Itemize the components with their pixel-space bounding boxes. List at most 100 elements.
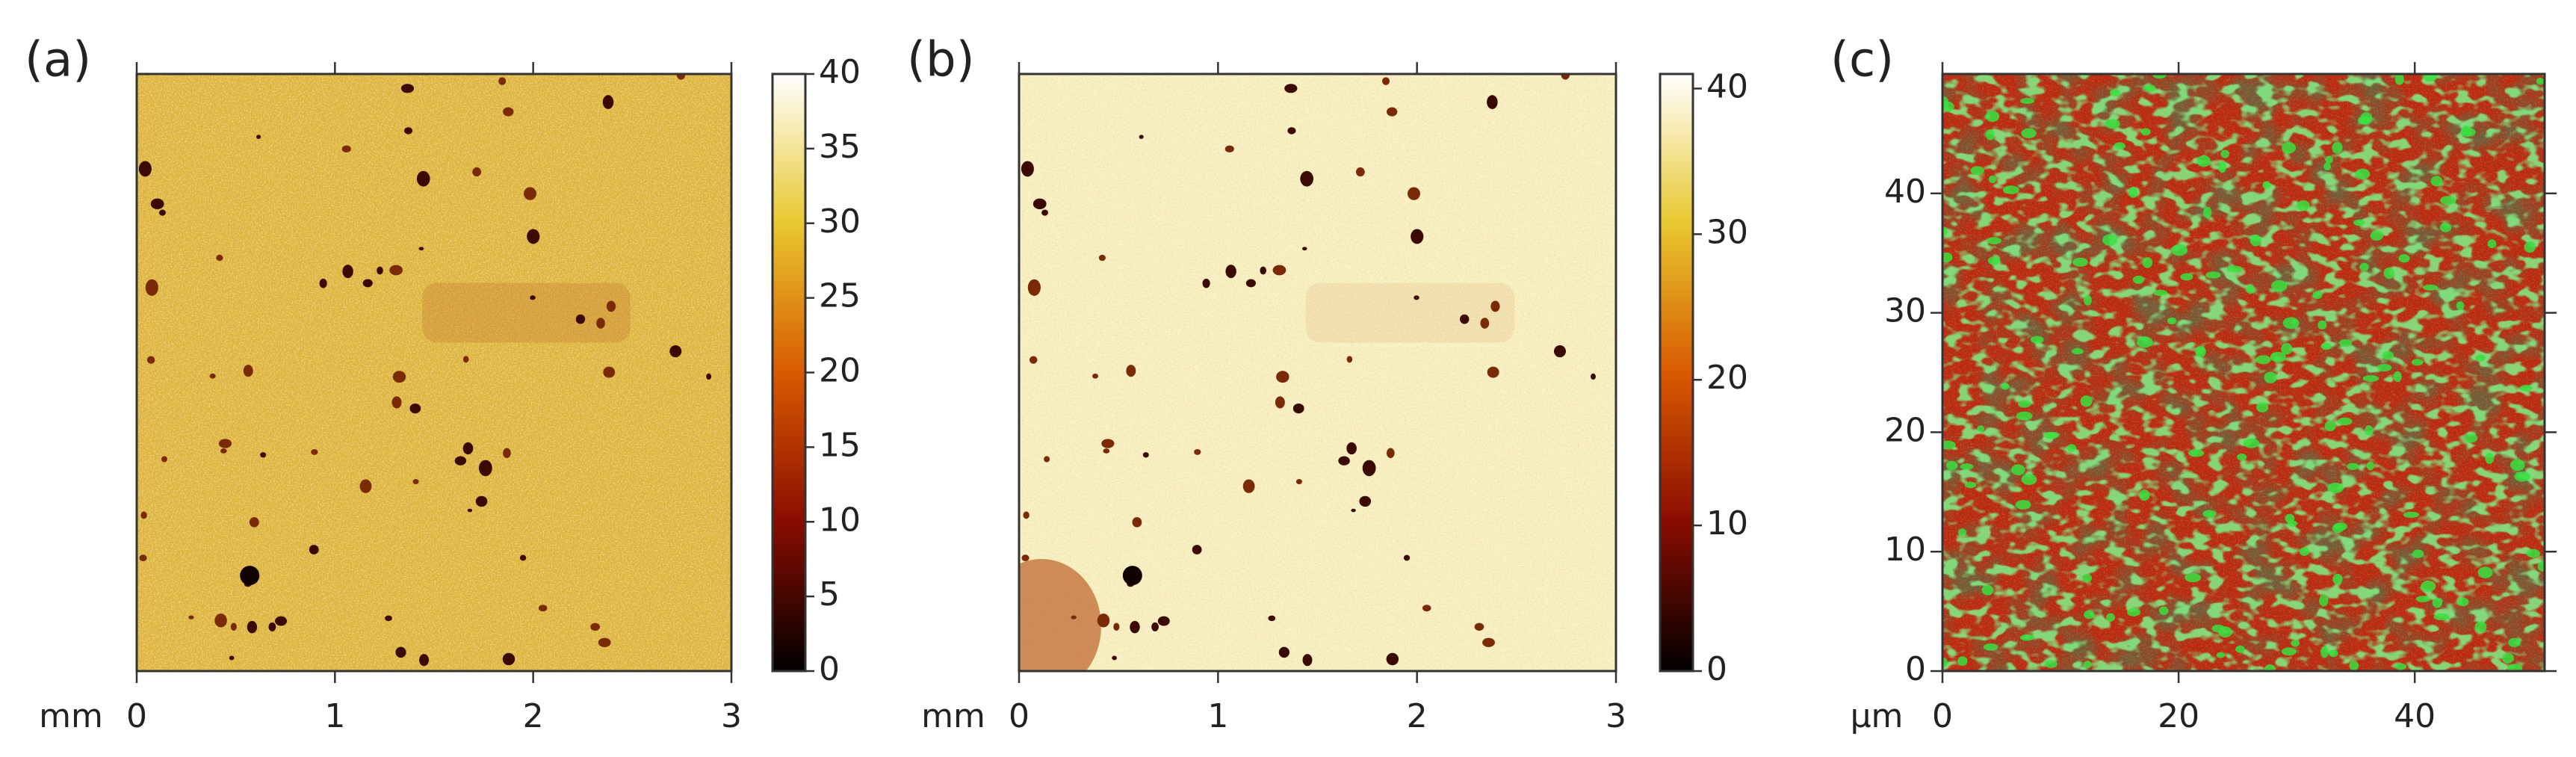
defect-spot xyxy=(188,615,194,619)
green-spot xyxy=(2477,566,2493,578)
green-spot xyxy=(1942,440,1956,450)
green-spot xyxy=(2430,176,2443,187)
green-spot xyxy=(2030,336,2044,344)
defect-spot xyxy=(527,229,540,244)
green-spot xyxy=(2415,596,2430,602)
green-spot xyxy=(2020,98,2034,105)
colorbar-tick-label: 10 xyxy=(819,501,861,539)
colorbar-tick-label: 5 xyxy=(819,575,840,614)
defect-spot xyxy=(462,442,474,455)
green-spot xyxy=(2475,354,2486,362)
green-spot xyxy=(1985,111,2000,123)
defect-spot xyxy=(1386,448,1395,458)
green-spot xyxy=(2066,444,2077,452)
defect-spot xyxy=(1192,545,1202,554)
defect-spot xyxy=(1242,479,1255,493)
green-spot xyxy=(2236,453,2247,461)
green-spot xyxy=(1964,481,1977,489)
colorbar-tick-label: 0 xyxy=(1706,650,1727,688)
defect-spot xyxy=(606,300,616,312)
green-spot xyxy=(2320,342,2332,350)
defect-spot xyxy=(1194,449,1201,455)
defect-spot xyxy=(385,615,392,622)
green-spot xyxy=(2334,522,2347,531)
green-spot xyxy=(2136,336,2153,348)
defect-spot xyxy=(249,517,259,528)
defect-spot xyxy=(1098,254,1106,262)
defect-spot xyxy=(1346,356,1353,363)
panel-label: (b) xyxy=(907,33,975,88)
green-spot xyxy=(2383,267,2395,279)
y-tick-label: 40 xyxy=(1884,173,1926,211)
x-tick-label: 1 xyxy=(324,697,345,735)
green-spot xyxy=(2366,461,2374,471)
defect-spot xyxy=(1351,508,1356,513)
green-spot xyxy=(2324,421,2336,432)
defect-spot xyxy=(1460,314,1470,324)
defect-spot xyxy=(1292,403,1304,414)
defect-spot xyxy=(503,448,511,458)
green-spot xyxy=(2246,285,2255,294)
green-spot xyxy=(2365,424,2374,436)
green-spot xyxy=(2171,244,2188,256)
defect-spot xyxy=(1346,442,1357,455)
defect-spot xyxy=(260,452,267,458)
green-spot xyxy=(2105,613,2115,622)
plot-frame xyxy=(1018,72,1617,673)
defect-spot xyxy=(309,545,319,554)
defect-spot xyxy=(598,637,611,647)
defect-spot xyxy=(1027,279,1041,296)
green-spot xyxy=(2382,350,2394,360)
green-spot xyxy=(2180,273,2193,281)
defect-spot xyxy=(1112,655,1117,661)
defect-spot xyxy=(1023,511,1030,519)
green-spot xyxy=(2519,384,2533,392)
green-spot xyxy=(2264,371,2277,383)
green-spot xyxy=(2282,141,2297,154)
green-spot xyxy=(2195,346,2206,358)
green-spot xyxy=(1957,528,1966,537)
defect-spot xyxy=(1021,554,1030,562)
green-spot xyxy=(2332,573,2343,585)
green-spot xyxy=(2083,661,2092,669)
colorbar-tick-label: 0 xyxy=(819,650,840,688)
green-spot xyxy=(2440,196,2456,206)
green-spot xyxy=(2464,433,2478,443)
green-spot xyxy=(2152,74,2167,79)
green-spot xyxy=(2128,187,2138,198)
y-tick-label: 20 xyxy=(1884,411,1926,449)
green-spot xyxy=(2019,634,2034,641)
defect-spot xyxy=(590,622,600,631)
green-spot xyxy=(2216,652,2226,658)
x-tick-label: 0 xyxy=(126,697,147,735)
panel-label: (c) xyxy=(1830,33,1894,88)
defect-spot xyxy=(706,373,712,380)
colorbar-tick-label: 20 xyxy=(1706,359,1748,397)
green-spot xyxy=(2474,621,2487,633)
x-axis-unit: mm xyxy=(921,697,985,735)
defect-spot xyxy=(1260,266,1266,275)
x-tick-label: 3 xyxy=(1606,697,1626,735)
defect-spot xyxy=(243,365,253,377)
x-tick-label: 40 xyxy=(2394,697,2436,735)
defect-spot xyxy=(230,622,237,631)
defect-spot xyxy=(603,366,616,378)
plot-frame xyxy=(1941,72,2546,673)
green-spot xyxy=(2072,257,2088,267)
defect-spot xyxy=(1245,279,1257,288)
defect-spot xyxy=(1362,460,1376,477)
defect-spot xyxy=(275,616,288,626)
green-spot xyxy=(2524,241,2536,253)
green-spot xyxy=(2196,155,2211,167)
defect-spot xyxy=(596,318,605,329)
green-spot xyxy=(2084,610,2095,619)
green-spot xyxy=(2015,500,2031,510)
green-spot xyxy=(2262,181,2271,190)
defect-spot xyxy=(1071,615,1077,619)
defect-spot xyxy=(575,314,586,324)
defect-spot xyxy=(676,74,686,80)
green-spot xyxy=(2140,128,2151,136)
defect-spot xyxy=(150,198,164,209)
defect-spot xyxy=(362,279,373,288)
defect-spot xyxy=(462,356,469,363)
